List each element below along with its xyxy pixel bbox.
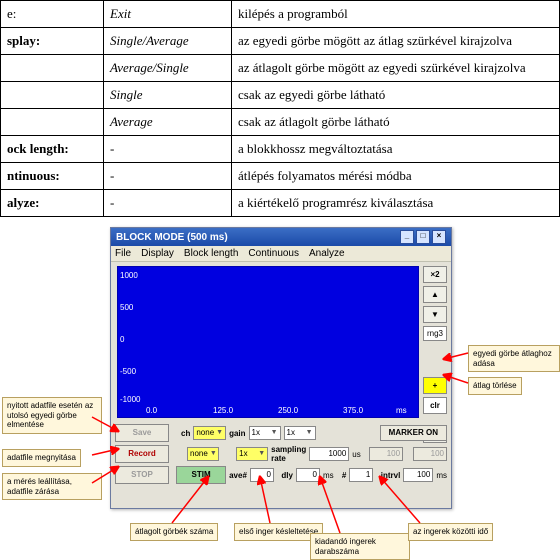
table-cell: ock length: (1, 136, 104, 163)
table-cell: a blokkhossz megváltoztatása (232, 136, 560, 163)
table-cell: Single/Average (104, 28, 232, 55)
table-cell (1, 82, 104, 109)
table-cell: splay: (1, 28, 104, 55)
menu-description-table: e:Exitkilépés a programból splay:Single/A… (0, 0, 560, 217)
table-cell: a kiértékelő programrész kiválasztása (232, 190, 560, 217)
table-cell: e: (1, 1, 104, 28)
table-cell: Average (104, 109, 232, 136)
table-cell: - (104, 163, 232, 190)
table-cell: csak az átlagolt görbe látható (232, 109, 560, 136)
table-cell: az egyedi görbe mögött az átlag szürkéve… (232, 28, 560, 55)
table-cell (1, 109, 104, 136)
table-cell: Average/Single (104, 55, 232, 82)
table-cell: kilépés a programból (232, 1, 560, 28)
table-cell: az átlagolt görbe mögött az egyedi szürk… (232, 55, 560, 82)
table-cell: Single (104, 82, 232, 109)
table-cell: Exit (104, 1, 232, 28)
table-cell (1, 55, 104, 82)
table-cell: átlépés folyamatos mérési módba (232, 163, 560, 190)
table-cell: - (104, 136, 232, 163)
callout-arrows (0, 227, 560, 557)
table-cell: ntinuous: (1, 163, 104, 190)
table-cell: csak az egyedi görbe látható (232, 82, 560, 109)
table-cell: - (104, 190, 232, 217)
figure-wrapper: BLOCK MODE (500 ms) _ □ × File Display B… (0, 227, 560, 557)
table-cell: alyze: (1, 190, 104, 217)
